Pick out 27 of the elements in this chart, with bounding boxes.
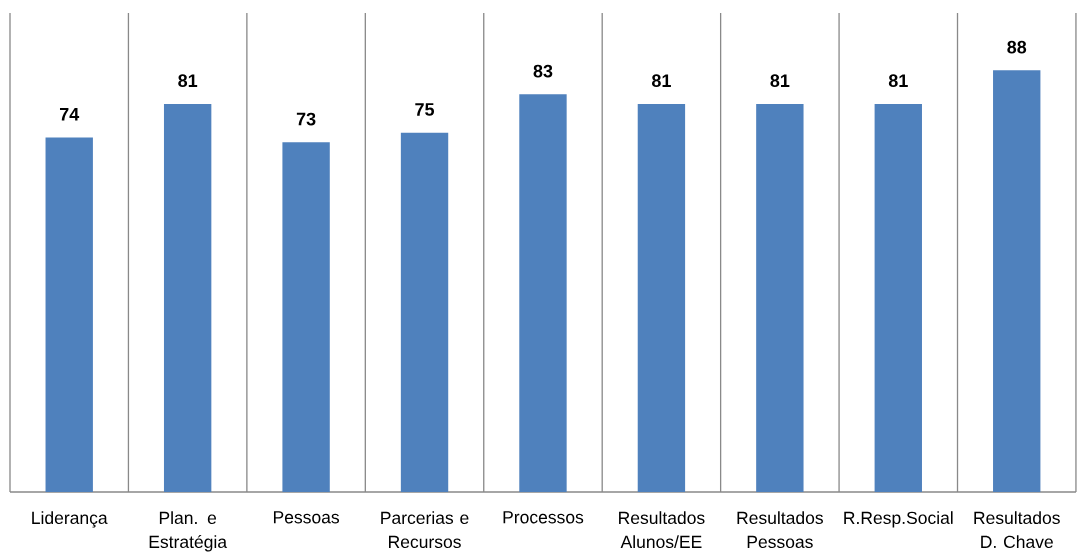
bar bbox=[874, 103, 922, 492]
x-tick-label: R.Resp.Social bbox=[844, 511, 953, 528]
x-tick-label: Processos bbox=[503, 511, 584, 524]
bar bbox=[45, 137, 93, 492]
data-label: 83 bbox=[533, 64, 553, 78]
bar bbox=[519, 94, 567, 492]
data-label: 75 bbox=[415, 103, 435, 116]
x-tick-label: Parcerias e Recursos bbox=[381, 511, 469, 549]
x-tick-label: Liderança bbox=[32, 511, 108, 528]
data-label: 74 bbox=[59, 108, 80, 121]
x-tick-label: Pessoas bbox=[273, 511, 340, 524]
bar bbox=[637, 103, 686, 492]
x-tick-label: Plan. e Estratégia bbox=[149, 511, 228, 552]
bar bbox=[756, 103, 804, 492]
data-label: 81 bbox=[888, 74, 908, 88]
data-label: 88 bbox=[1007, 40, 1027, 54]
bar bbox=[400, 132, 449, 492]
x-tick-label: Resultados Pessoas bbox=[737, 511, 823, 549]
data-label: 73 bbox=[296, 112, 316, 126]
data-label: 81 bbox=[651, 74, 671, 88]
x-tick-label: Resultados Alunos/EE bbox=[619, 511, 705, 549]
bar bbox=[282, 142, 330, 492]
bar bbox=[993, 70, 1041, 492]
data-label: 81 bbox=[770, 74, 790, 88]
bar bbox=[163, 103, 212, 492]
data-label: 81 bbox=[178, 74, 198, 88]
x-tick-label: Resultados D. Chave bbox=[974, 511, 1060, 549]
